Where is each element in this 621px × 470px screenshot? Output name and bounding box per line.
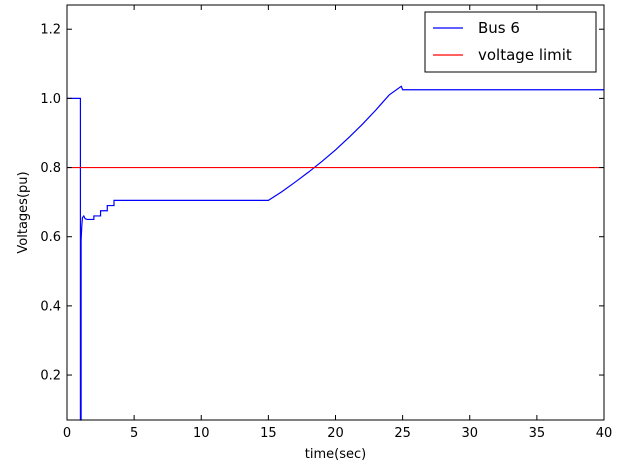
y-tick-label-4: 1.0 (40, 92, 61, 107)
x-tick-label-8: 40 (596, 426, 613, 441)
y-tick-label-5: 1.2 (40, 23, 61, 38)
x-tick-label-4: 20 (327, 426, 344, 441)
x-tick-label-5: 25 (394, 426, 411, 441)
legend-box (424, 11, 597, 73)
y-tick-label-2: 0.6 (40, 230, 61, 245)
x-tick-label-6: 30 (461, 426, 478, 441)
series-line-bus-6 (67, 85, 604, 421)
x-axis-label: time(sec) (305, 447, 366, 462)
plot-area (67, 5, 604, 420)
y-tick-label-0: 0.2 (40, 369, 61, 384)
x-tick-label-0: 0 (63, 426, 71, 441)
y-tick-label-3: 0.8 (40, 161, 61, 176)
x-tick-label-2: 10 (193, 426, 210, 441)
legend-label-voltage-limit: voltage limit (478, 46, 572, 64)
y-tick-label-1: 0.4 (40, 299, 61, 314)
x-tick-label-7: 35 (529, 426, 546, 441)
legend: Bus 6 voltage limit (424, 11, 597, 73)
x-tick-label-1: 5 (130, 426, 138, 441)
legend-label-bus-6: Bus 6 (478, 19, 520, 37)
tick-layer: 0 5 10 15 20 25 30 35 40 0.2 0.4 0.6 0.8 1.0 1.2 (40, 5, 612, 441)
y-axis-label: Voltages(pu) (16, 171, 31, 253)
series-layer (67, 85, 604, 421)
x-tick-label-3: 15 (260, 426, 277, 441)
